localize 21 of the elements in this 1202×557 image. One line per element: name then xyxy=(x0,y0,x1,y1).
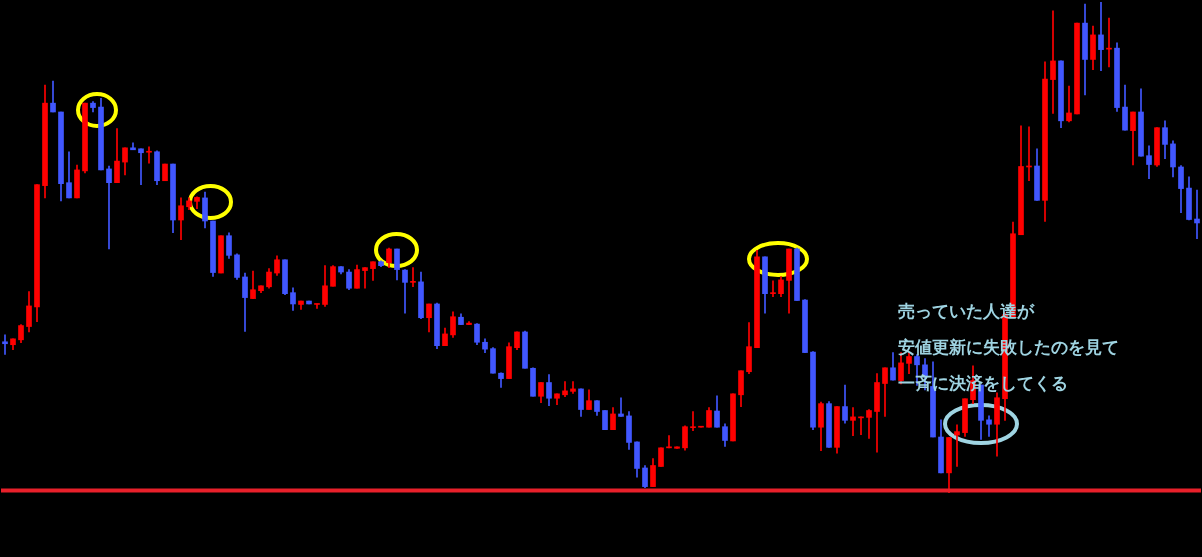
candlestick xyxy=(106,165,112,250)
candlestick xyxy=(562,381,568,398)
candlestick xyxy=(362,267,368,289)
candlestick xyxy=(666,435,672,449)
candlestick xyxy=(314,303,320,309)
candlestick xyxy=(866,409,872,439)
candlestick xyxy=(1066,85,1072,123)
candlestick xyxy=(1050,10,1056,114)
candlestick xyxy=(410,267,416,288)
candlestick xyxy=(1098,2,1104,72)
candlestick xyxy=(570,381,576,394)
candlestick xyxy=(986,415,992,437)
candlestick xyxy=(146,146,152,164)
candlestick xyxy=(138,148,144,185)
candlestick xyxy=(850,407,856,436)
candlestick xyxy=(954,424,960,467)
candlestick xyxy=(2,334,8,355)
candlestick xyxy=(1194,189,1200,239)
candlestick xyxy=(690,411,696,431)
candlestick xyxy=(770,280,776,297)
candlestick xyxy=(618,397,624,417)
